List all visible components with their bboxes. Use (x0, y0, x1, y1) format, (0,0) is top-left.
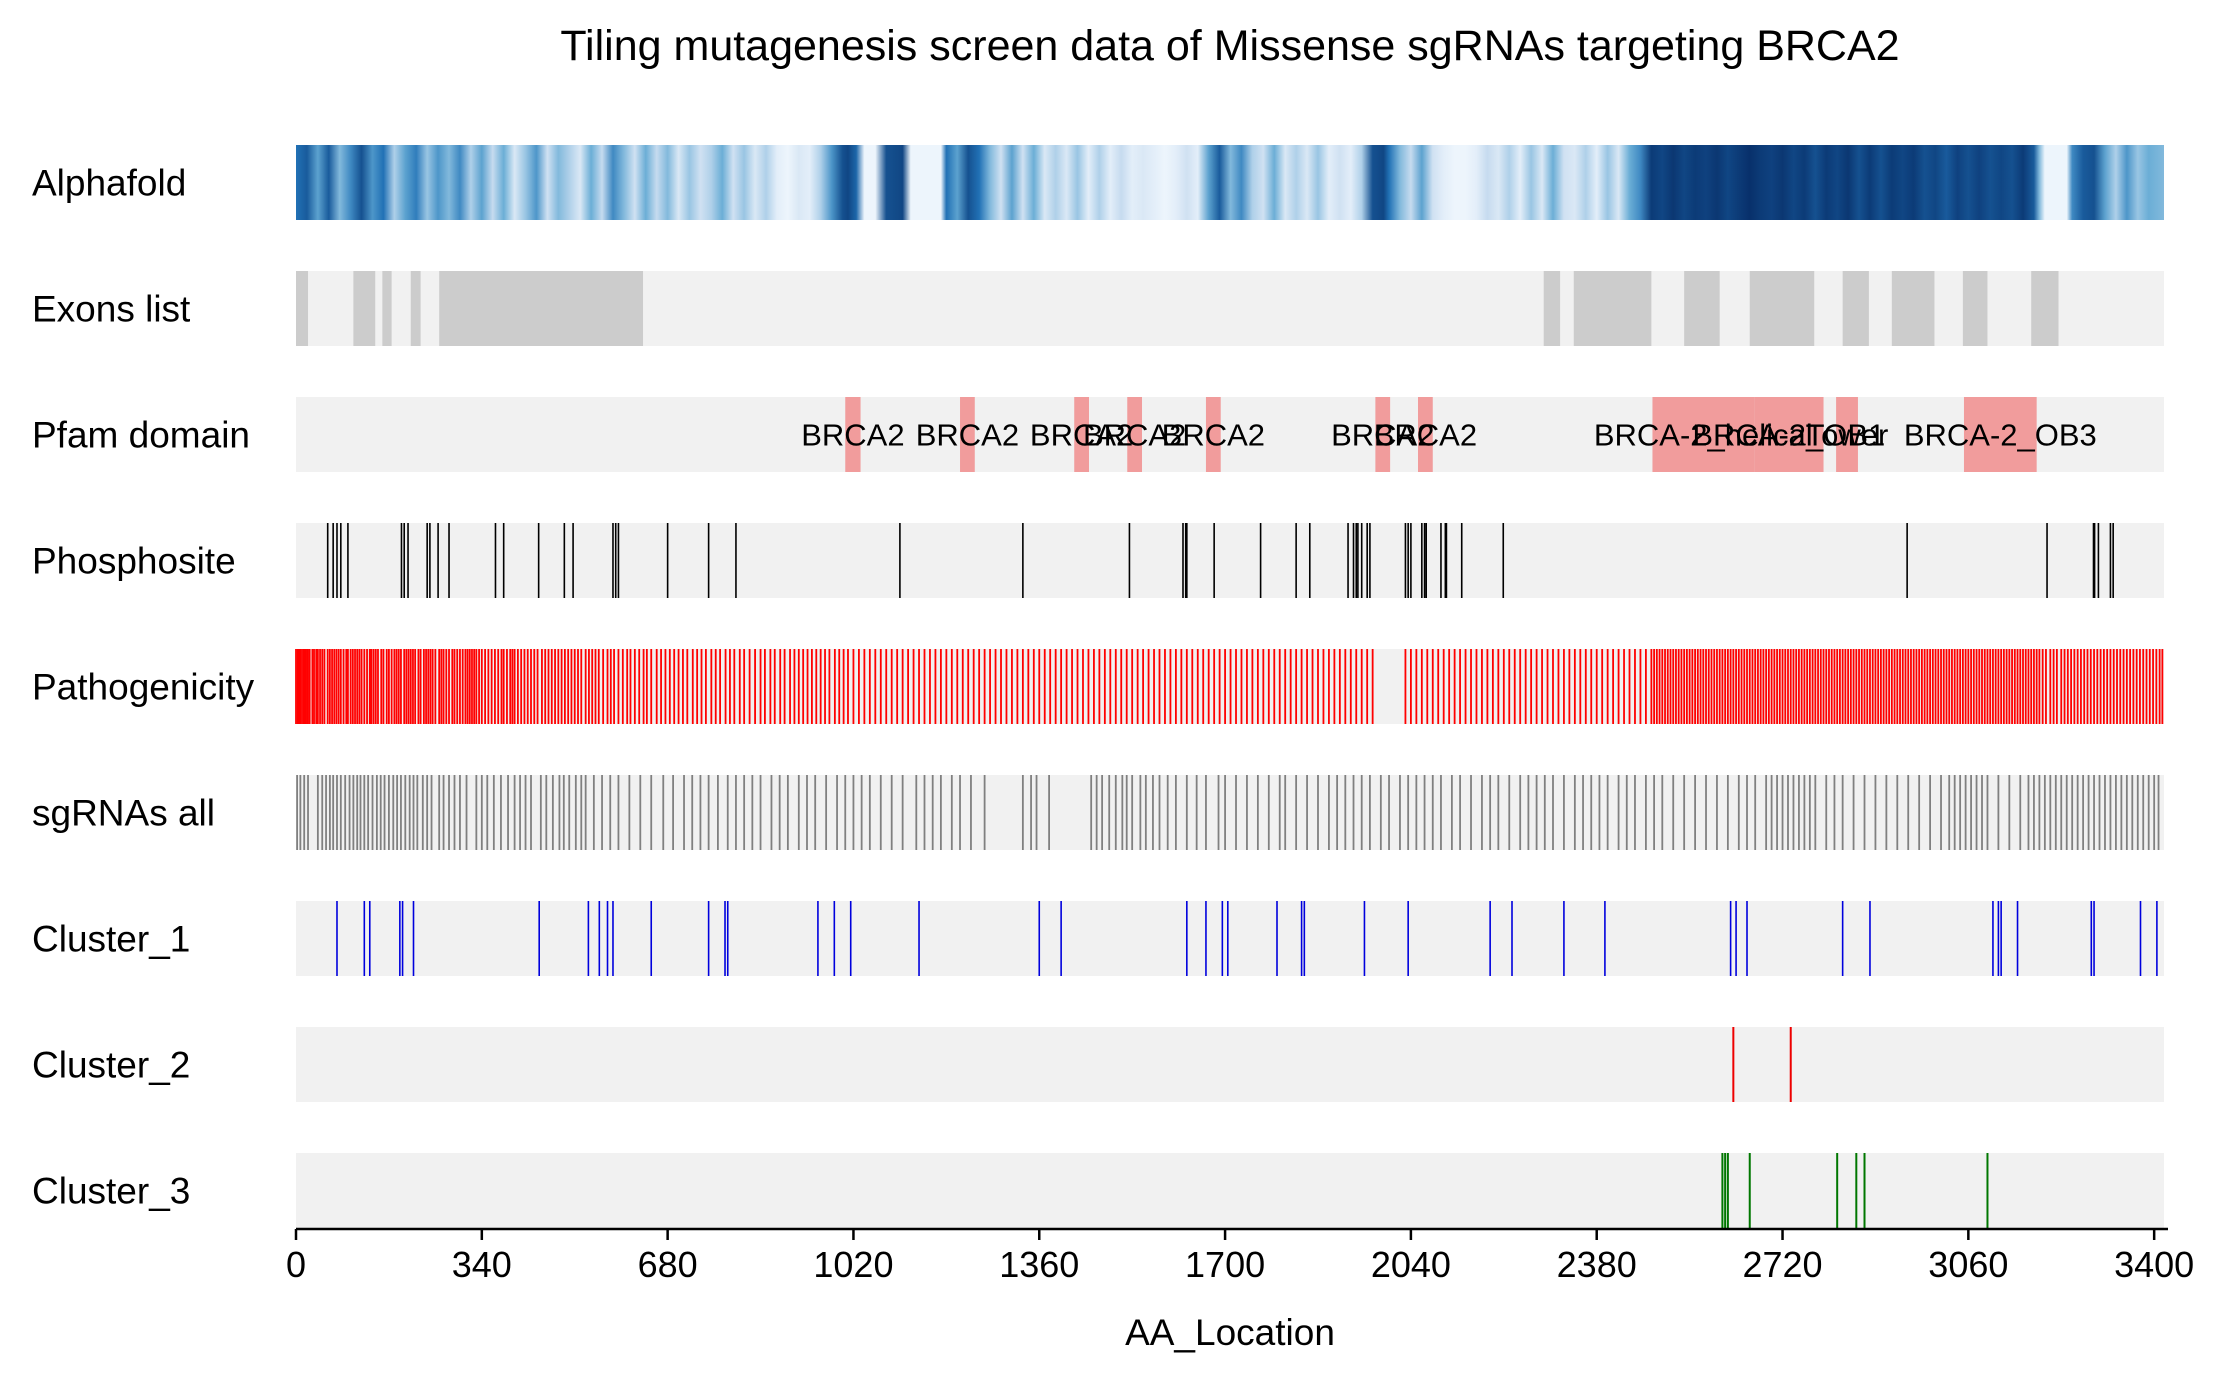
pfam-domain-label: BRCA-2_OB3 (1904, 418, 2097, 453)
pfam-domain (1127, 397, 1143, 472)
pfam-domain-label: BRCA2 (1331, 418, 1434, 453)
pfam-domain-label: BRCA2 (801, 418, 904, 453)
x-tick-label: 2040 (1371, 1244, 1451, 1285)
x-tick-label: 3060 (1928, 1244, 2008, 1285)
x-tick-label: 2380 (1557, 1244, 1637, 1285)
x-axis-label: AA_Location (1125, 1312, 1335, 1353)
track-label-phospho: Phosphosite (32, 541, 236, 582)
exon-block (1749, 271, 1815, 346)
track-bg-c3 (296, 1153, 2164, 1228)
x-tick-label: 3400 (2114, 1244, 2194, 1285)
exon-block (1891, 271, 1935, 346)
x-tick-label: 1020 (813, 1244, 893, 1285)
exon-block (2031, 271, 2059, 346)
track-label-c2: Cluster_2 (32, 1045, 190, 1086)
pfam-domain (845, 397, 861, 472)
exon-block (1573, 271, 1652, 346)
exon-block (1543, 271, 1561, 346)
track-bg-phospho (296, 523, 2164, 598)
x-tick-label: 680 (638, 1244, 698, 1285)
track-bg-c1 (296, 901, 2164, 976)
tracks: Alphafold Exons list Pfam domain Phosphosit… (32, 145, 2164, 1228)
chart-title: Tiling mutagenesis screen data of Missen… (560, 22, 1899, 70)
pfam-domain (1418, 397, 1433, 472)
exon-block (1684, 271, 1720, 346)
x-tick-label: 2720 (1742, 1244, 1822, 1285)
exon-block (439, 271, 644, 346)
pfam-domain-label: BRCA2 (1162, 418, 1265, 453)
x-tick-label: 340 (452, 1244, 512, 1285)
pfam-domain (1652, 397, 1755, 472)
track-label-c1: Cluster_1 (32, 919, 190, 960)
exon-block (353, 271, 376, 346)
exon-block (296, 271, 309, 346)
pfam-domain-label: Tower (1806, 418, 1889, 453)
pfam-domain (1754, 397, 1824, 472)
x-tick-label: 1700 (1185, 1244, 1265, 1285)
pfam-domain-label: BRCA-2_helical (1594, 418, 1813, 453)
x-axis: 0 340 680 1020 1360 1700 2040 2380 2720 3060 3400 (286, 1227, 2194, 1285)
alphafold-heatmap (296, 145, 2164, 220)
exon-block (382, 271, 392, 346)
pfam-domain-label: BRCA2 (1374, 418, 1477, 453)
pfam-domain (1375, 397, 1391, 472)
track-bg-c2 (296, 1027, 2164, 1102)
pfam-domain-label: BRCA2 (916, 418, 1019, 453)
pfam-domain (960, 397, 975, 472)
pfam-domain-label: BRCA2 (1030, 418, 1133, 453)
pfam-domain (1074, 397, 1089, 472)
pfam-domain (1963, 397, 2037, 472)
pfam-domain-label: BRCA-2_OB1 (1692, 418, 1885, 453)
exon-block (1842, 271, 1869, 346)
exon-block (410, 271, 421, 346)
track-label-alphafold: Alphafold (32, 163, 186, 204)
x-tick-label: 0 (286, 1244, 306, 1285)
track-label-c3: Cluster_3 (32, 1171, 190, 1212)
x-tick-label: 1360 (999, 1244, 1079, 1285)
pfam-domain (1205, 397, 1221, 472)
track-label-exons: Exons list (32, 289, 191, 330)
track-label-pfam: Pfam domain (32, 415, 250, 456)
pfam-domain-label: BRCA2 (1083, 418, 1186, 453)
track-bg-sgrna (296, 775, 2164, 850)
track-label-patho: Pathogenicity (32, 667, 255, 708)
track-label-sgrna: sgRNAs all (32, 793, 215, 834)
pfam-domain (1836, 397, 1858, 472)
exon-block (1962, 271, 1988, 346)
